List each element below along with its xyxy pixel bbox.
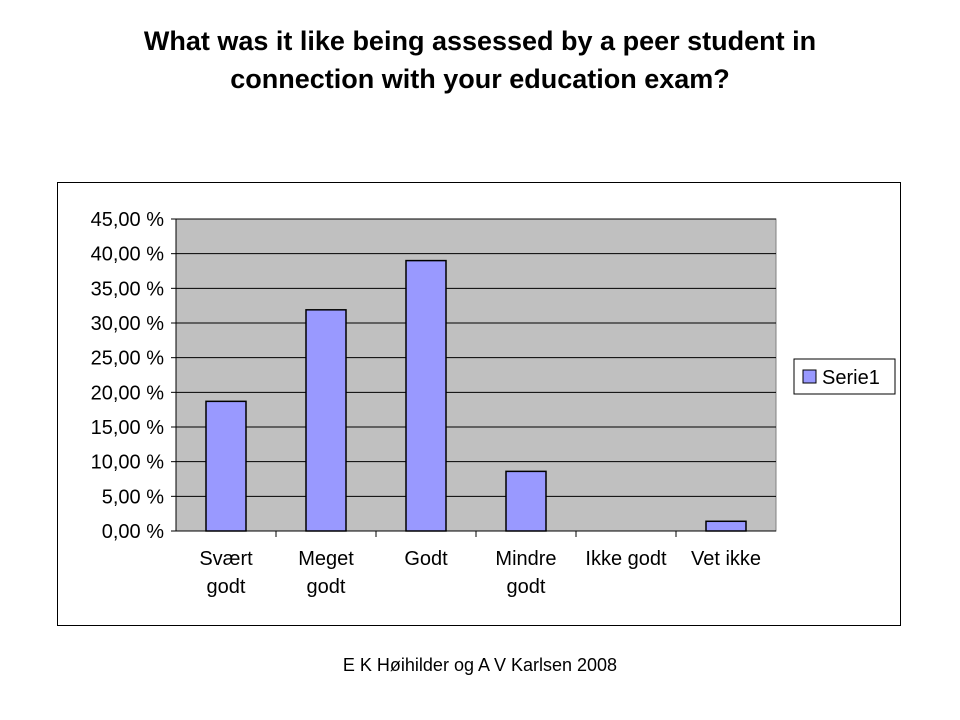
y-tick-label: 35,00 % xyxy=(91,278,165,300)
x-category-label: godt xyxy=(507,576,546,598)
bar xyxy=(705,520,747,532)
y-tick-label: 0,00 % xyxy=(102,521,164,543)
x-category-label: Godt xyxy=(404,548,448,570)
y-tick-label: 30,00 % xyxy=(91,313,165,335)
y-tick-label: 10,00 % xyxy=(91,452,165,474)
y-tick-label: 25,00 % xyxy=(91,348,165,370)
footer-credit: E K Høihilder og A V Karlsen 2008 xyxy=(342,655,618,675)
y-tick-label: 15,00 % xyxy=(91,417,165,439)
y-tick-label: 45,00 % xyxy=(91,209,165,231)
y-tick-label: 40,00 % xyxy=(91,244,165,266)
x-category-label: Ikke godt xyxy=(585,548,667,570)
x-category-label: Vet ikke xyxy=(691,548,761,570)
bar xyxy=(305,309,347,532)
slide-title: What was it like being assessed by a pee… xyxy=(40,22,920,98)
x-category-label: Meget xyxy=(298,548,354,570)
y-tick-label: 5,00 % xyxy=(102,486,164,508)
x-category-label: godt xyxy=(307,576,346,598)
x-category-label: Svært xyxy=(199,548,253,570)
x-category-label: Mindre xyxy=(495,548,556,570)
title-line-2: connection with your education exam? xyxy=(230,64,730,94)
legend-swatch xyxy=(802,369,817,384)
plot-area xyxy=(175,218,777,532)
chart-frame: 0,00 % 5,00 % 10,00 % 15,00 % 20,00 % 25,00 %… xyxy=(57,182,901,626)
legend-label: Serie1 xyxy=(822,367,880,389)
bar xyxy=(205,400,247,532)
x-category-label: godt xyxy=(207,576,246,598)
y-tick-label: 20,00 % xyxy=(91,382,165,404)
title-line-1: What was it like being assessed by a pee… xyxy=(143,26,817,56)
bar xyxy=(505,470,547,532)
bar xyxy=(405,259,447,532)
bar-chart: 0,00 % 5,00 % 10,00 % 15,00 % 20,00 % 25,00 %… xyxy=(91,209,896,598)
